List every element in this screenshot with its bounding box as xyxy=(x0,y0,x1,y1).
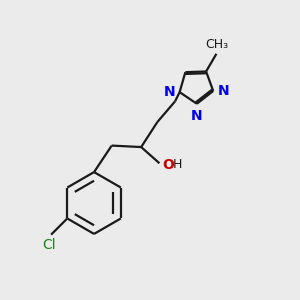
Text: Cl: Cl xyxy=(42,238,56,252)
Text: N: N xyxy=(218,84,229,98)
Text: N: N xyxy=(191,109,203,123)
Text: N: N xyxy=(164,85,175,99)
Text: O: O xyxy=(162,158,174,172)
Text: H: H xyxy=(172,158,182,171)
Text: CH₃: CH₃ xyxy=(205,38,228,51)
